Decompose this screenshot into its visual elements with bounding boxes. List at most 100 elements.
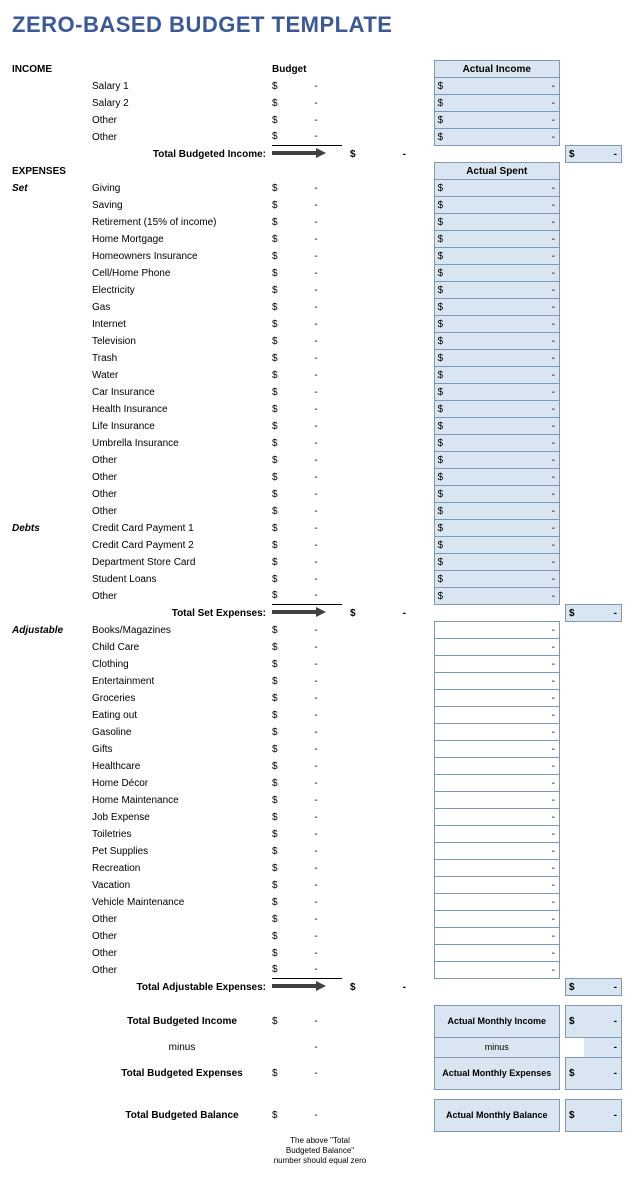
actual-value[interactable]: - [434,928,560,945]
actual-value[interactable]: - [501,588,559,605]
item-label: Saving [92,197,272,214]
budget-value: - [290,469,342,486]
actual-value[interactable]: - [434,690,560,707]
summary-row: Total Budgeted Balance$-Actual Monthly B… [12,1100,622,1132]
actual-spent-header: Actual Spent [434,163,560,180]
actual-value[interactable]: - [434,860,560,877]
line-item: Other$-$- [12,486,622,503]
actual-value[interactable]: - [434,962,560,979]
item-label: Gasoline [92,724,272,741]
budget-value: - [290,299,342,316]
actual-value[interactable]: - [501,571,559,588]
budget-value: - [290,265,342,282]
actual-value[interactable]: - [434,894,560,911]
actual-value[interactable]: - [501,214,559,231]
actual-value[interactable]: - [434,792,560,809]
line-item: Other$-- [12,962,622,979]
total-label: Total Budgeted Income: [92,146,272,163]
line-item: Groceries$-- [12,690,622,707]
actual-value[interactable]: - [434,911,560,928]
line-item: Health Insurance$-$- [12,401,622,418]
actual-value[interactable]: - [434,673,560,690]
item-label: Books/Magazines [92,622,272,639]
actual-value[interactable]: - [434,724,560,741]
actual-value[interactable]: - [501,350,559,367]
actual-value[interactable]: - [501,95,559,112]
line-item: Other$-$- [12,588,622,605]
actual-value[interactable]: - [434,707,560,724]
line-item: Eating out$-- [12,707,622,724]
actual-value[interactable]: - [501,469,559,486]
item-label: Child Care [92,639,272,656]
actual-value[interactable]: - [501,554,559,571]
actual-value[interactable]: - [434,775,560,792]
actual-value[interactable]: - [501,265,559,282]
item-label: Gas [92,299,272,316]
line-item: AdjustableBooks/Magazines$-- [12,622,622,639]
item-label: Home Mortgage [92,231,272,248]
actual-value[interactable]: - [434,809,560,826]
actual-value[interactable]: - [501,299,559,316]
budget-value: - [290,639,342,656]
item-label: Job Expense [92,809,272,826]
line-item: Vehicle Maintenance$-- [12,894,622,911]
item-label: Other [92,452,272,469]
actual-value[interactable]: - [434,877,560,894]
line-item: Home Maintenance$-- [12,792,622,809]
budget-value: - [290,758,342,775]
line-item: Other$-- [12,945,622,962]
actual-value[interactable]: - [501,129,559,146]
line-item: Other$-$- [12,452,622,469]
actual-value[interactable]: - [501,333,559,350]
actual-value[interactable]: - [434,826,560,843]
actual-value[interactable]: - [434,758,560,775]
actual-value[interactable]: - [501,367,559,384]
line-item: Entertainment$-- [12,673,622,690]
actual-value[interactable]: - [434,945,560,962]
actual-value[interactable]: - [434,843,560,860]
line-item: SetGiving$-$- [12,180,622,197]
line-item: Student Loans$-$- [12,571,622,588]
actual-value[interactable]: - [501,248,559,265]
line-item: Trash$-$- [12,350,622,367]
budget-value: - [290,112,342,129]
actual-value[interactable]: - [501,282,559,299]
actual-value[interactable]: - [501,435,559,452]
budget-value: - [290,452,342,469]
budget-value: - [290,367,342,384]
actual-value[interactable]: - [434,656,560,673]
item-label: Toiletries [92,826,272,843]
budget-value: - [290,656,342,673]
line-item: Credit Card Payment 2$-$- [12,537,622,554]
budget-value: - [290,588,342,605]
actual-value[interactable]: - [434,639,560,656]
line-item: Department Store Card$-$- [12,554,622,571]
line-item: Retirement (15% of income)$-$- [12,214,622,231]
item-label: Retirement (15% of income) [92,214,272,231]
budget-value: - [290,809,342,826]
actual-value[interactable]: - [501,418,559,435]
budget-value: - [290,792,342,809]
item-label: Other [92,129,272,146]
actual-value[interactable]: - [501,384,559,401]
actual-value[interactable]: - [501,401,559,418]
actual-value[interactable]: - [501,316,559,333]
actual-value[interactable]: - [501,180,559,197]
actual-value[interactable]: - [501,231,559,248]
budget-value: - [290,843,342,860]
actual-value[interactable]: - [434,741,560,758]
actual-value[interactable]: - [501,520,559,537]
actual-value[interactable]: - [501,197,559,214]
actual-value[interactable]: - [501,112,559,129]
actual-value[interactable]: - [501,503,559,520]
line-item: Internet$-$- [12,316,622,333]
actual-value[interactable]: - [501,452,559,469]
budget-value: - [290,418,342,435]
budget-value: - [290,503,342,520]
actual-value[interactable]: - [434,622,560,639]
actual-value[interactable]: - [501,78,559,95]
actual-value[interactable]: - [501,486,559,503]
arrow-icon [272,605,342,622]
total-actual-value: - [584,979,622,996]
actual-value[interactable]: - [501,537,559,554]
